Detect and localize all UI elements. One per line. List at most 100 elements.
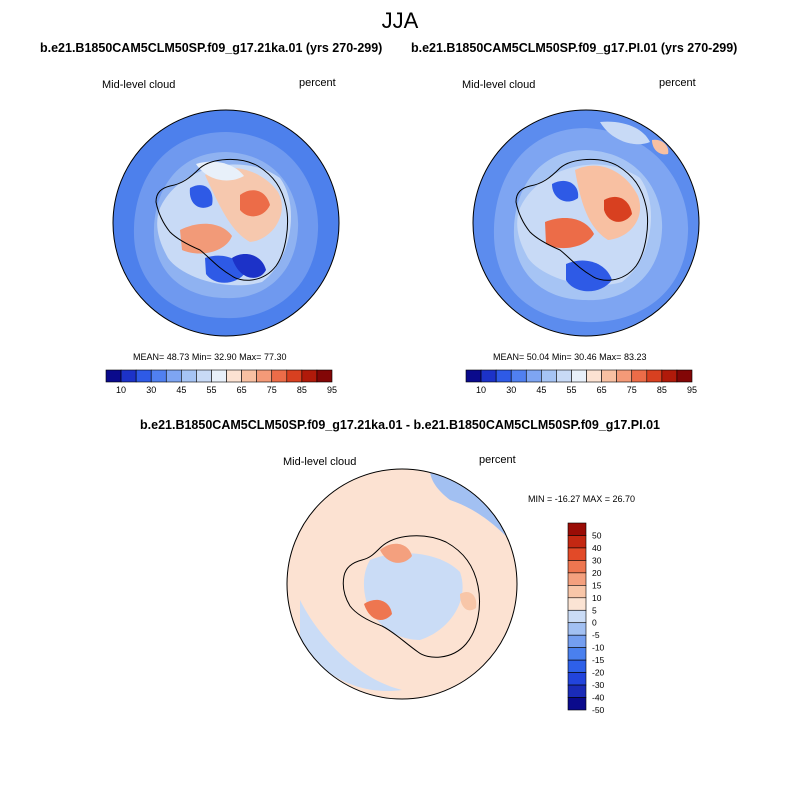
panel-pi-colorbar-box: [571, 369, 587, 383]
diff-map-border: [286, 468, 518, 700]
panel-ka-variable-label: Mid-level cloud: [102, 79, 176, 91]
panel-ka-mean-label: MEAN=: [133, 352, 165, 362]
diff-coastline: [342, 535, 480, 658]
diff-colorbar-tick-label: 20: [592, 568, 602, 578]
panel-pi-mean-value: 50.04: [526, 352, 550, 362]
diff-negative-region-ne: [430, 472, 510, 540]
panel-ka-colorbar-box: [196, 369, 212, 383]
main-title: JJA: [381, 8, 419, 33]
panel-ka-colorbar-box: [316, 369, 333, 383]
panel-ka-colorbar: 10 30 45 55 65 75 85 95: [105, 369, 337, 395]
panel-pi-min-label: Min=: [551, 352, 572, 362]
panel-pi-colorbar-box: [510, 369, 527, 383]
diff-colorbar-box: [567, 684, 587, 698]
panel-ka-colorbar-box: [165, 369, 182, 383]
panel-pi-colorbar-box: [661, 369, 678, 383]
diff-positive-patch-a: [380, 543, 412, 563]
diff-variable-label: Mid-level cloud: [283, 456, 357, 468]
diff-colorbar-tick-label: 5: [592, 605, 597, 615]
panel-ka-colorbar-box: [211, 369, 227, 383]
panel-ka-stats: MEAN= 48.73 Min= 32.90 Max= 77.30: [133, 352, 286, 362]
panel-ka-colorbar-tick-label: 10: [116, 385, 126, 395]
diff-colorbar-tick-label: 40: [592, 543, 602, 553]
panel-pi-colorbar-tick-label: 45: [536, 385, 546, 395]
panel-ka-title: b.e21.B1850CAM5CLM50SP.f09_g17.21ka.01 (…: [40, 41, 383, 55]
diff-colorbar-tick-label: -30: [592, 680, 605, 690]
panel-ka-colorbar-tick-label: 55: [206, 385, 216, 395]
panel-pi-colorbar-box: [676, 369, 693, 383]
panel-pi-colorbar-box: [556, 369, 572, 383]
panel-pi-mean-label: MEAN=: [493, 352, 525, 362]
diff-positive-patch-c: [460, 591, 477, 611]
diff-colorbar-tick-label: -50: [592, 705, 605, 715]
panel-ka-colorbar-box: [286, 369, 303, 383]
diff-colorbar-tick-label: 15: [592, 580, 602, 590]
panel-ka-colorbar-tick-label: 95: [327, 385, 337, 395]
panel-pi-colorbar-box: [465, 369, 482, 383]
panel-pi-colorbar-tick-label: 55: [566, 385, 576, 395]
panel-pi-edge-warm: [652, 139, 669, 155]
diff-minmax-text: MIN = -16.27 MAX = 26.70: [528, 494, 636, 504]
panel-ka-min-label: Min=: [191, 352, 212, 362]
panel-ka-warm-core: [180, 223, 232, 254]
panel-pi-colorbar: 10 30 45 55 65 75 85 95: [465, 369, 697, 395]
diff-colorbar-box: [567, 647, 587, 661]
panel-pi-neutral-patch: [600, 121, 650, 145]
panel-ka-colorbar-box: [105, 369, 122, 383]
diff-positive-patch-b: [364, 599, 392, 620]
diff-negative-region-center: [363, 553, 463, 640]
panel-ka-colorbar-box: [241, 369, 257, 383]
panel-pi-cold-patch: [566, 260, 612, 292]
diff-colorbar-tick-label: 0: [592, 618, 597, 628]
diff-colorbar-box: [567, 697, 587, 711]
panel-ka-colorbar-box: [181, 369, 197, 383]
panel-pi-map: [472, 109, 700, 337]
diff-colorbar-tick-label: -5: [592, 630, 600, 640]
panel-pi-colorbar-tick-label: 85: [657, 385, 667, 395]
diff-map: [286, 468, 518, 700]
panel-ka-colorbar-tick-label: 85: [297, 385, 307, 395]
panel-pi-units-label: percent: [659, 77, 696, 89]
diff-colorbar-box: [567, 560, 587, 574]
panel-ka-colorbar-box: [271, 369, 288, 383]
diff-colorbar-box: [567, 672, 587, 686]
panel-pi-stats: MEAN= 50.04 Min= 30.46 Max= 83.23: [493, 352, 646, 362]
panel-ka-colorbar-box: [150, 369, 167, 383]
panel-pi-title: b.e21.B1850CAM5CLM50SP.f09_g17.PI.01 (yr…: [411, 41, 738, 55]
panel-pi-colorbar-box: [480, 369, 497, 383]
diff-colorbar-box: [567, 634, 587, 648]
diff-panel-title: b.e21.B1850CAM5CLM50SP.f09_g17.21ka.01 -…: [140, 418, 660, 432]
panel-pi-colorbar-box: [631, 369, 648, 383]
diff-colorbar-tick-label: 10: [592, 593, 602, 603]
panel-ka-colorbar-tick-label: 30: [146, 385, 156, 395]
panel-pi-cold-patch-2: [552, 180, 579, 202]
panel-ka-colorbar-box: [226, 369, 242, 383]
panel-pi-warm-max: [604, 196, 632, 222]
diff-colorbar-box: [567, 597, 587, 611]
panel-pi-colorbar-box: [525, 369, 542, 383]
panel-pi-map-border: [472, 109, 700, 337]
diff-negative-region-sw: [300, 600, 402, 692]
panel-ka-colorbar-box: [301, 369, 318, 383]
diff-colorbar-box: [567, 609, 587, 624]
diff-colorbar-box: [567, 547, 587, 561]
panel-ka-coastline: [155, 158, 289, 281]
panel-pi-min-value: 30.46: [574, 352, 597, 362]
diff-colorbar-box: [567, 622, 587, 636]
panel-pi-colorbar-box: [601, 369, 617, 383]
panel-ka-colorbar-box: [135, 369, 152, 383]
panel-ka-colorbar-tick-label: 75: [267, 385, 277, 395]
panel-pi-max-label: Max=: [599, 352, 622, 362]
diff-colorbar-box: [567, 522, 587, 536]
panel-pi-colorbar-tick-label: 10: [476, 385, 486, 395]
panel-pi-colorbar-tick-label: 65: [597, 385, 607, 395]
diff-colorbar-box: [567, 535, 587, 549]
diff-colorbar-box: [567, 585, 587, 599]
diff-colorbar-tick-label: -40: [592, 693, 605, 703]
panel-ka-max-label: Max=: [239, 352, 262, 362]
diff-colorbar-box: [567, 659, 587, 673]
panel-ka-deep-blue: [232, 254, 266, 278]
panel-ka-units-label: percent: [299, 77, 336, 89]
